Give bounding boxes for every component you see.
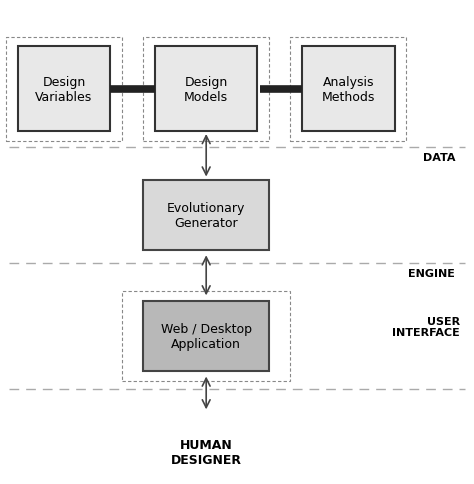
Text: Evolutionary
Generator: Evolutionary Generator <box>167 201 246 229</box>
Bar <box>143 38 269 142</box>
Text: Analysis
Methods: Analysis Methods <box>322 76 375 104</box>
Bar <box>290 38 407 142</box>
Text: HUMAN
DESIGNER: HUMAN DESIGNER <box>171 439 242 467</box>
Text: ENGINE: ENGINE <box>408 269 455 278</box>
Bar <box>143 181 269 251</box>
Text: Design
Models: Design Models <box>184 76 228 104</box>
Text: Design
Variables: Design Variables <box>36 76 92 104</box>
Bar <box>18 47 110 132</box>
Text: Web / Desktop
Application: Web / Desktop Application <box>161 322 252 350</box>
Bar <box>155 47 257 132</box>
Bar <box>6 38 122 142</box>
Text: DATA: DATA <box>422 152 455 162</box>
Bar <box>122 291 290 381</box>
Bar <box>143 301 269 372</box>
Text: USER
INTERFACE: USER INTERFACE <box>392 316 460 337</box>
Bar <box>302 47 394 132</box>
